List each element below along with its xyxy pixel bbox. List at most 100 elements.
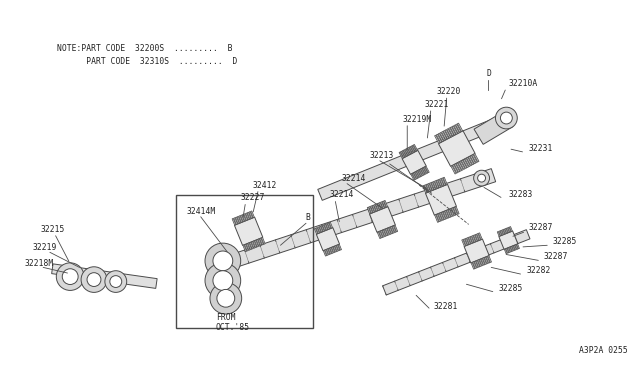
Polygon shape (500, 230, 503, 235)
Circle shape (477, 174, 486, 182)
Polygon shape (422, 168, 426, 174)
Polygon shape (384, 229, 388, 236)
Polygon shape (460, 161, 465, 169)
Polygon shape (429, 183, 434, 190)
Polygon shape (252, 241, 255, 248)
Polygon shape (508, 248, 510, 253)
Polygon shape (383, 230, 530, 295)
Polygon shape (424, 185, 429, 192)
Polygon shape (369, 207, 396, 232)
Polygon shape (412, 173, 417, 180)
Text: 32219: 32219 (33, 243, 57, 251)
Polygon shape (433, 181, 437, 189)
Polygon shape (241, 215, 244, 222)
Polygon shape (261, 237, 265, 244)
Polygon shape (506, 248, 509, 253)
Polygon shape (435, 180, 439, 188)
Polygon shape (445, 129, 451, 138)
Circle shape (213, 251, 233, 271)
Circle shape (213, 271, 233, 291)
Polygon shape (513, 245, 516, 250)
Polygon shape (415, 171, 419, 178)
Circle shape (217, 289, 235, 307)
Polygon shape (440, 132, 445, 141)
Polygon shape (502, 230, 505, 235)
Polygon shape (442, 212, 445, 219)
Polygon shape (232, 218, 236, 225)
Polygon shape (246, 213, 250, 220)
Polygon shape (409, 147, 413, 153)
Polygon shape (509, 247, 512, 252)
Polygon shape (465, 158, 470, 167)
Polygon shape (463, 159, 468, 167)
Polygon shape (484, 257, 488, 264)
Polygon shape (477, 234, 481, 240)
Polygon shape (447, 129, 452, 137)
Polygon shape (483, 258, 486, 264)
Polygon shape (418, 170, 422, 177)
Polygon shape (250, 242, 253, 249)
Polygon shape (242, 214, 246, 221)
Polygon shape (516, 244, 520, 249)
Text: 32210A: 32210A (508, 79, 538, 88)
Polygon shape (461, 160, 467, 169)
Polygon shape (321, 225, 324, 231)
Circle shape (205, 263, 241, 298)
Polygon shape (251, 211, 254, 218)
Polygon shape (481, 258, 485, 265)
Polygon shape (511, 246, 513, 251)
Polygon shape (431, 182, 435, 190)
Bar (176, 195, 313, 328)
Polygon shape (323, 250, 326, 256)
Polygon shape (477, 260, 481, 266)
Polygon shape (401, 151, 404, 158)
Circle shape (81, 267, 107, 292)
Polygon shape (399, 152, 403, 158)
Polygon shape (234, 218, 237, 225)
Polygon shape (458, 162, 463, 170)
Polygon shape (472, 235, 476, 243)
Polygon shape (333, 246, 337, 252)
Polygon shape (454, 125, 460, 134)
Polygon shape (464, 239, 489, 263)
Text: 32412: 32412 (253, 180, 277, 189)
Polygon shape (424, 167, 428, 173)
Text: 32213: 32213 (369, 151, 394, 160)
Polygon shape (369, 206, 372, 213)
Polygon shape (410, 146, 415, 153)
Polygon shape (244, 244, 248, 251)
Polygon shape (377, 232, 381, 238)
Text: 32282: 32282 (526, 266, 550, 275)
Polygon shape (335, 246, 338, 251)
Circle shape (500, 112, 512, 124)
Polygon shape (515, 244, 518, 250)
Polygon shape (425, 166, 429, 173)
Polygon shape (426, 184, 430, 192)
Polygon shape (505, 228, 508, 233)
Polygon shape (470, 155, 476, 164)
Polygon shape (474, 154, 479, 162)
Polygon shape (318, 116, 506, 201)
Polygon shape (447, 210, 451, 218)
Polygon shape (438, 213, 442, 221)
Polygon shape (428, 183, 432, 191)
Polygon shape (406, 148, 410, 155)
Polygon shape (326, 224, 330, 230)
Polygon shape (402, 150, 426, 174)
Circle shape (495, 107, 517, 129)
Polygon shape (420, 169, 425, 175)
Polygon shape (377, 203, 381, 210)
Text: 32220: 32220 (437, 87, 461, 96)
Polygon shape (381, 202, 385, 209)
Polygon shape (438, 179, 442, 187)
Polygon shape (371, 206, 374, 213)
Polygon shape (442, 131, 447, 140)
Polygon shape (247, 212, 251, 219)
Polygon shape (249, 212, 253, 218)
Text: PART CODE  32310S  .........  D: PART CODE 32310S ......... D (58, 57, 237, 66)
Text: 32285: 32285 (499, 284, 523, 293)
Polygon shape (486, 256, 490, 263)
Polygon shape (474, 111, 513, 144)
Polygon shape (504, 249, 508, 254)
Circle shape (110, 276, 122, 288)
